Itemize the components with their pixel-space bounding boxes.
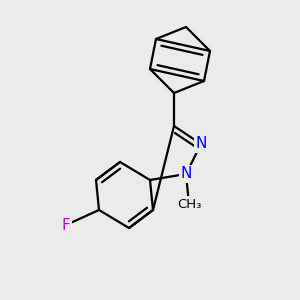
Text: N: N [195,136,207,152]
Text: F: F [61,218,70,232]
Text: N: N [180,167,192,182]
Text: CH₃: CH₃ [177,197,201,211]
